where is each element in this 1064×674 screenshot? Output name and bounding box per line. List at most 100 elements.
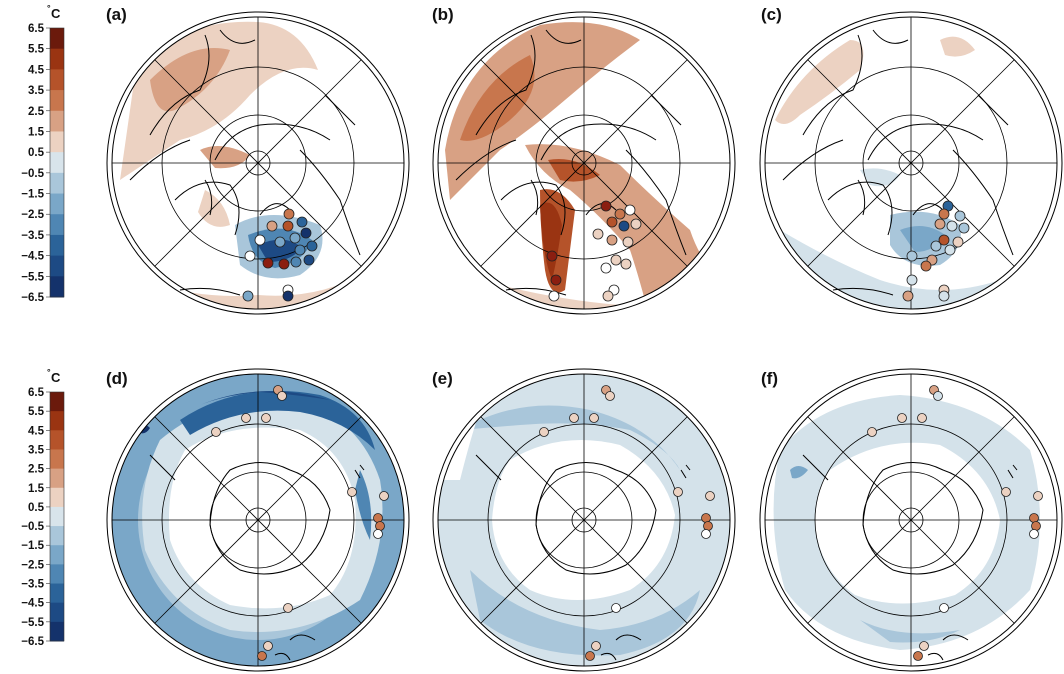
- panel-label-a: (a): [106, 5, 127, 24]
- colorbar-bottom-tick-label: −5.5: [21, 617, 44, 629]
- temperature-field-c: [770, 36, 1010, 309]
- proxy-sites-e: [539, 385, 715, 661]
- colorbar-bottom-swatch: [50, 430, 64, 450]
- map-panel-f: [759, 368, 1063, 672]
- colorbar-top-tick-label: −0.5: [21, 168, 44, 180]
- map-panel-a: [106, 11, 410, 315]
- colorbar-top-tick-label: 1.5: [28, 126, 45, 138]
- colorbar-bottom-tick-label: −2.5: [21, 559, 44, 571]
- proxy-sites-c: [902, 200, 970, 302]
- colorbar-bottom-swatch: [50, 392, 64, 412]
- colorbar-top-ticks: 6.5 5.5 4.5 3.5 2.5 1.5 0.5 −0.5 −1.5 −2.5 −3.5 −4.…: [21, 23, 50, 304]
- colorbar-top-swatch: [50, 276, 64, 298]
- proxy-sites-a: [242, 208, 318, 302]
- map-border-outer-c: [759, 11, 1063, 315]
- colorbar-top-tick-label: 0.5: [28, 147, 45, 159]
- panel-label-d: (d): [106, 369, 128, 388]
- colorbar-bottom-swatch: [50, 545, 64, 565]
- graticule-f: [765, 374, 1057, 666]
- colorbar-top-tick-label: 5.5: [28, 44, 45, 56]
- colorbar-top-swatches: [49, 27, 65, 298]
- coastlines-b: [455, 29, 687, 296]
- graticule-a: [112, 17, 404, 309]
- map-border-inner-e: [437, 373, 731, 667]
- proxy-sites-b: [546, 200, 642, 302]
- colorbar-bottom-tick-label: −1.5: [21, 540, 44, 552]
- graticule-b: [438, 17, 730, 309]
- coastlines-a: [129, 29, 361, 296]
- graticule-c: [765, 17, 1057, 309]
- colorbar-bottom-swatch: [50, 487, 64, 508]
- map-border-inner-a: [111, 16, 405, 310]
- colorbar-bottom-swatch: [50, 583, 64, 604]
- colorbar-bottom-swatch: [50, 526, 64, 546]
- panel-label-c: (c): [761, 5, 782, 24]
- colorbar-top-swatch: [50, 255, 64, 277]
- colorbar-top: 6.5 5.5 4.5 3.5 2.5 1.5 0.5 −0.5 −1.5 −2.5 −3.5 −4.…: [21, 3, 65, 304]
- colorbar-bottom-swatch: [50, 564, 64, 585]
- colorbar-bottom-tick-label: −3.5: [21, 579, 44, 591]
- colorbar-bottom-swatch: [50, 449, 64, 470]
- colorbar-top-tick-label: −1.5: [21, 189, 44, 201]
- colorbar-bottom-tick-label: −0.5: [21, 521, 44, 533]
- map-border-outer-d: [106, 368, 410, 672]
- colorbar-top-swatch: [50, 234, 64, 257]
- map-border-inner-f: [764, 373, 1058, 667]
- colorbar-top-tick-label: 6.5: [28, 23, 45, 35]
- colorbar-top-tick-label: 2.5: [28, 106, 45, 118]
- colorbar-bottom-tick-label: 0.5: [28, 502, 45, 514]
- colorbar-top-tick-label: −2.5: [21, 209, 44, 221]
- colorbar-top-tick-label: −3.5: [21, 230, 44, 242]
- colorbar-top-swatch: [50, 131, 64, 153]
- panel-label-f: (f): [761, 369, 778, 388]
- map-panel-d: [106, 368, 410, 672]
- colorbar-top-swatch: [50, 48, 64, 70]
- colorbar-top-degree: °: [47, 3, 51, 13]
- colorbar-bottom-swatches: [49, 391, 65, 642]
- proxy-sites-f: [867, 385, 1043, 661]
- map-panel-c: [759, 11, 1063, 315]
- map-border-outer-e: [432, 368, 736, 672]
- colorbar-bottom-tick-label: 2.5: [28, 464, 45, 476]
- colorbar-bottom-tick-label: 3.5: [28, 444, 45, 456]
- colorbar-bottom-tick-label: 6.5: [28, 387, 45, 399]
- colorbar-top-tick-label: 3.5: [28, 85, 45, 97]
- colorbar-top-swatch: [50, 110, 64, 132]
- map-border-outer-b: [432, 11, 736, 315]
- panel-label-b: (b): [432, 5, 454, 24]
- map-border-inner-b: [437, 16, 731, 310]
- map-border-inner-d: [111, 373, 405, 667]
- colorbar-bottom-swatch: [50, 411, 64, 431]
- colorbar-top-swatch: [50, 214, 64, 236]
- colorbar-bottom-tick-label: 4.5: [28, 425, 45, 437]
- colorbar-top-tick-label: −6.5: [21, 292, 44, 304]
- colorbar-bottom-tick-label: −6.5: [21, 636, 44, 648]
- colorbar-top-tick-label: 4.5: [28, 64, 45, 76]
- map-border-inner-c: [764, 16, 1058, 310]
- colorbar-bottom-swatch: [50, 468, 64, 489]
- colorbar-bottom-tick-label: 1.5: [28, 483, 45, 495]
- colorbar-bottom-swatch: [50, 621, 64, 642]
- colorbar-top-swatch: [50, 193, 64, 215]
- colorbar-top-tick-label: −4.5: [21, 251, 44, 263]
- colorbar-bottom-ticks: 6.5 5.5 4.5 3.5 2.5 1.5 0.5 −0.5 −1.5 −2.5 −3.5 −4.…: [21, 387, 50, 648]
- coastlines-c: [782, 29, 1014, 296]
- panel-label-e: (e): [432, 369, 453, 388]
- colorbar-top-tick-label: −5.5: [21, 271, 44, 283]
- colorbar-top-swatch: [50, 28, 64, 50]
- map-border-outer-a: [106, 11, 410, 315]
- colorbar-bottom-tick-label: 5.5: [28, 406, 45, 418]
- colorbar-bottom-swatch: [50, 602, 64, 623]
- colorbar-top-swatch: [50, 152, 64, 174]
- proxy-sites-d: [211, 385, 389, 661]
- colorbar-bottom-frame: [49, 391, 65, 642]
- map-panel-b: [432, 11, 736, 315]
- colorbar-bottom-unit: C: [51, 370, 61, 385]
- map-border-outer-f: [759, 368, 1063, 672]
- colorbar-top-unit: C: [51, 6, 61, 21]
- colorbar-top-frame: [49, 27, 65, 298]
- colorbar-bottom-degree: °: [47, 367, 51, 377]
- colorbar-bottom: 6.5 5.5 4.5 3.5 2.5 1.5 0.5 −0.5 −1.5 −2.5 −3.5 −4.…: [21, 367, 65, 648]
- colorbar-top-swatch: [50, 90, 64, 112]
- colorbar-bottom-swatch: [50, 506, 64, 527]
